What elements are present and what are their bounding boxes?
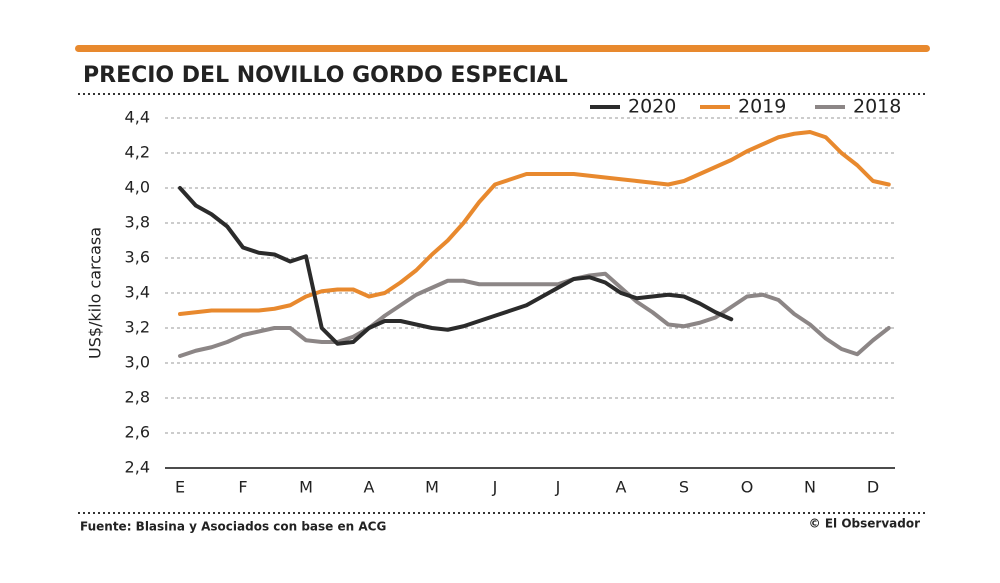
source: Fuente: Blasina y Asociados con base en …	[80, 520, 386, 534]
y-tick-label: 2,6	[125, 423, 150, 442]
y-axis-label: US$/kilo carcasa	[86, 227, 105, 359]
y-tick-label: 3,8	[125, 213, 150, 232]
y-tick-label: 4,0	[125, 178, 150, 197]
x-tick-label: N	[804, 478, 816, 497]
x-tick-label: J	[555, 478, 561, 497]
y-tick-label: 3,4	[125, 283, 150, 302]
x-tick-label: S	[679, 478, 689, 497]
series-line	[178, 271, 891, 358]
series-line	[178, 186, 734, 346]
top-bar	[75, 45, 930, 52]
y-tick-label: 4,4	[125, 108, 150, 127]
x-tick-label: D	[867, 478, 879, 497]
credit: © El Observador	[809, 517, 920, 531]
y-tick-label: 3,0	[125, 353, 150, 372]
x-tick-label: J	[492, 478, 498, 497]
y-tick-label: 2,4	[125, 458, 150, 477]
series-line	[178, 130, 891, 316]
legend-label: 2020	[628, 96, 676, 118]
x-tick-label: A	[616, 478, 627, 497]
x-tick-label: F	[238, 478, 247, 497]
x-tick-label: A	[364, 478, 375, 497]
x-tick-label: O	[741, 478, 754, 497]
legend-label: 2018	[853, 96, 901, 118]
y-tick-label: 2,8	[125, 388, 150, 407]
chart-title: PRECIO DEL NOVILLO GORDO ESPECIAL	[83, 63, 568, 88]
x-tick-label: M	[299, 478, 313, 497]
legend-label: 2019	[738, 96, 786, 118]
x-tick-label: E	[175, 478, 185, 497]
x-tick-label: M	[425, 478, 439, 497]
y-tick-label: 3,2	[125, 318, 150, 337]
y-tick-label: 4,2	[125, 143, 150, 162]
y-tick-label: 3,6	[125, 248, 150, 267]
